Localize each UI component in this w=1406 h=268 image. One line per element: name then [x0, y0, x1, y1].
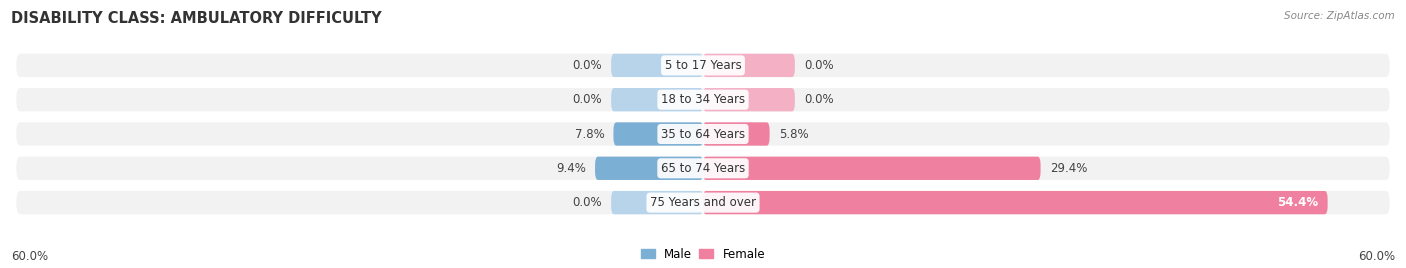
FancyBboxPatch shape	[703, 191, 1327, 214]
Text: 5 to 17 Years: 5 to 17 Years	[665, 59, 741, 72]
FancyBboxPatch shape	[17, 54, 1389, 77]
FancyBboxPatch shape	[17, 88, 1389, 111]
Text: 29.4%: 29.4%	[1050, 162, 1087, 175]
FancyBboxPatch shape	[17, 191, 1389, 214]
Text: 35 to 64 Years: 35 to 64 Years	[661, 128, 745, 140]
Text: 60.0%: 60.0%	[1358, 250, 1395, 263]
FancyBboxPatch shape	[612, 54, 703, 77]
FancyBboxPatch shape	[17, 122, 1389, 146]
FancyBboxPatch shape	[613, 122, 703, 146]
Legend: Male, Female: Male, Female	[636, 243, 770, 265]
Text: Source: ZipAtlas.com: Source: ZipAtlas.com	[1284, 11, 1395, 21]
FancyBboxPatch shape	[703, 157, 1040, 180]
FancyBboxPatch shape	[612, 191, 703, 214]
FancyBboxPatch shape	[703, 54, 794, 77]
FancyBboxPatch shape	[612, 88, 703, 111]
Text: 0.0%: 0.0%	[572, 196, 602, 209]
Text: 0.0%: 0.0%	[804, 59, 834, 72]
Text: 75 Years and over: 75 Years and over	[650, 196, 756, 209]
Text: 9.4%: 9.4%	[555, 162, 586, 175]
Text: 5.8%: 5.8%	[779, 128, 808, 140]
Text: 65 to 74 Years: 65 to 74 Years	[661, 162, 745, 175]
FancyBboxPatch shape	[595, 157, 703, 180]
Text: 54.4%: 54.4%	[1277, 196, 1319, 209]
Text: 0.0%: 0.0%	[572, 93, 602, 106]
FancyBboxPatch shape	[703, 88, 794, 111]
Text: 7.8%: 7.8%	[575, 128, 605, 140]
FancyBboxPatch shape	[17, 157, 1389, 180]
Text: 0.0%: 0.0%	[572, 59, 602, 72]
Text: 0.0%: 0.0%	[804, 93, 834, 106]
Text: DISABILITY CLASS: AMBULATORY DIFFICULTY: DISABILITY CLASS: AMBULATORY DIFFICULTY	[11, 11, 382, 26]
Text: 60.0%: 60.0%	[11, 250, 48, 263]
Text: 18 to 34 Years: 18 to 34 Years	[661, 93, 745, 106]
FancyBboxPatch shape	[703, 122, 769, 146]
